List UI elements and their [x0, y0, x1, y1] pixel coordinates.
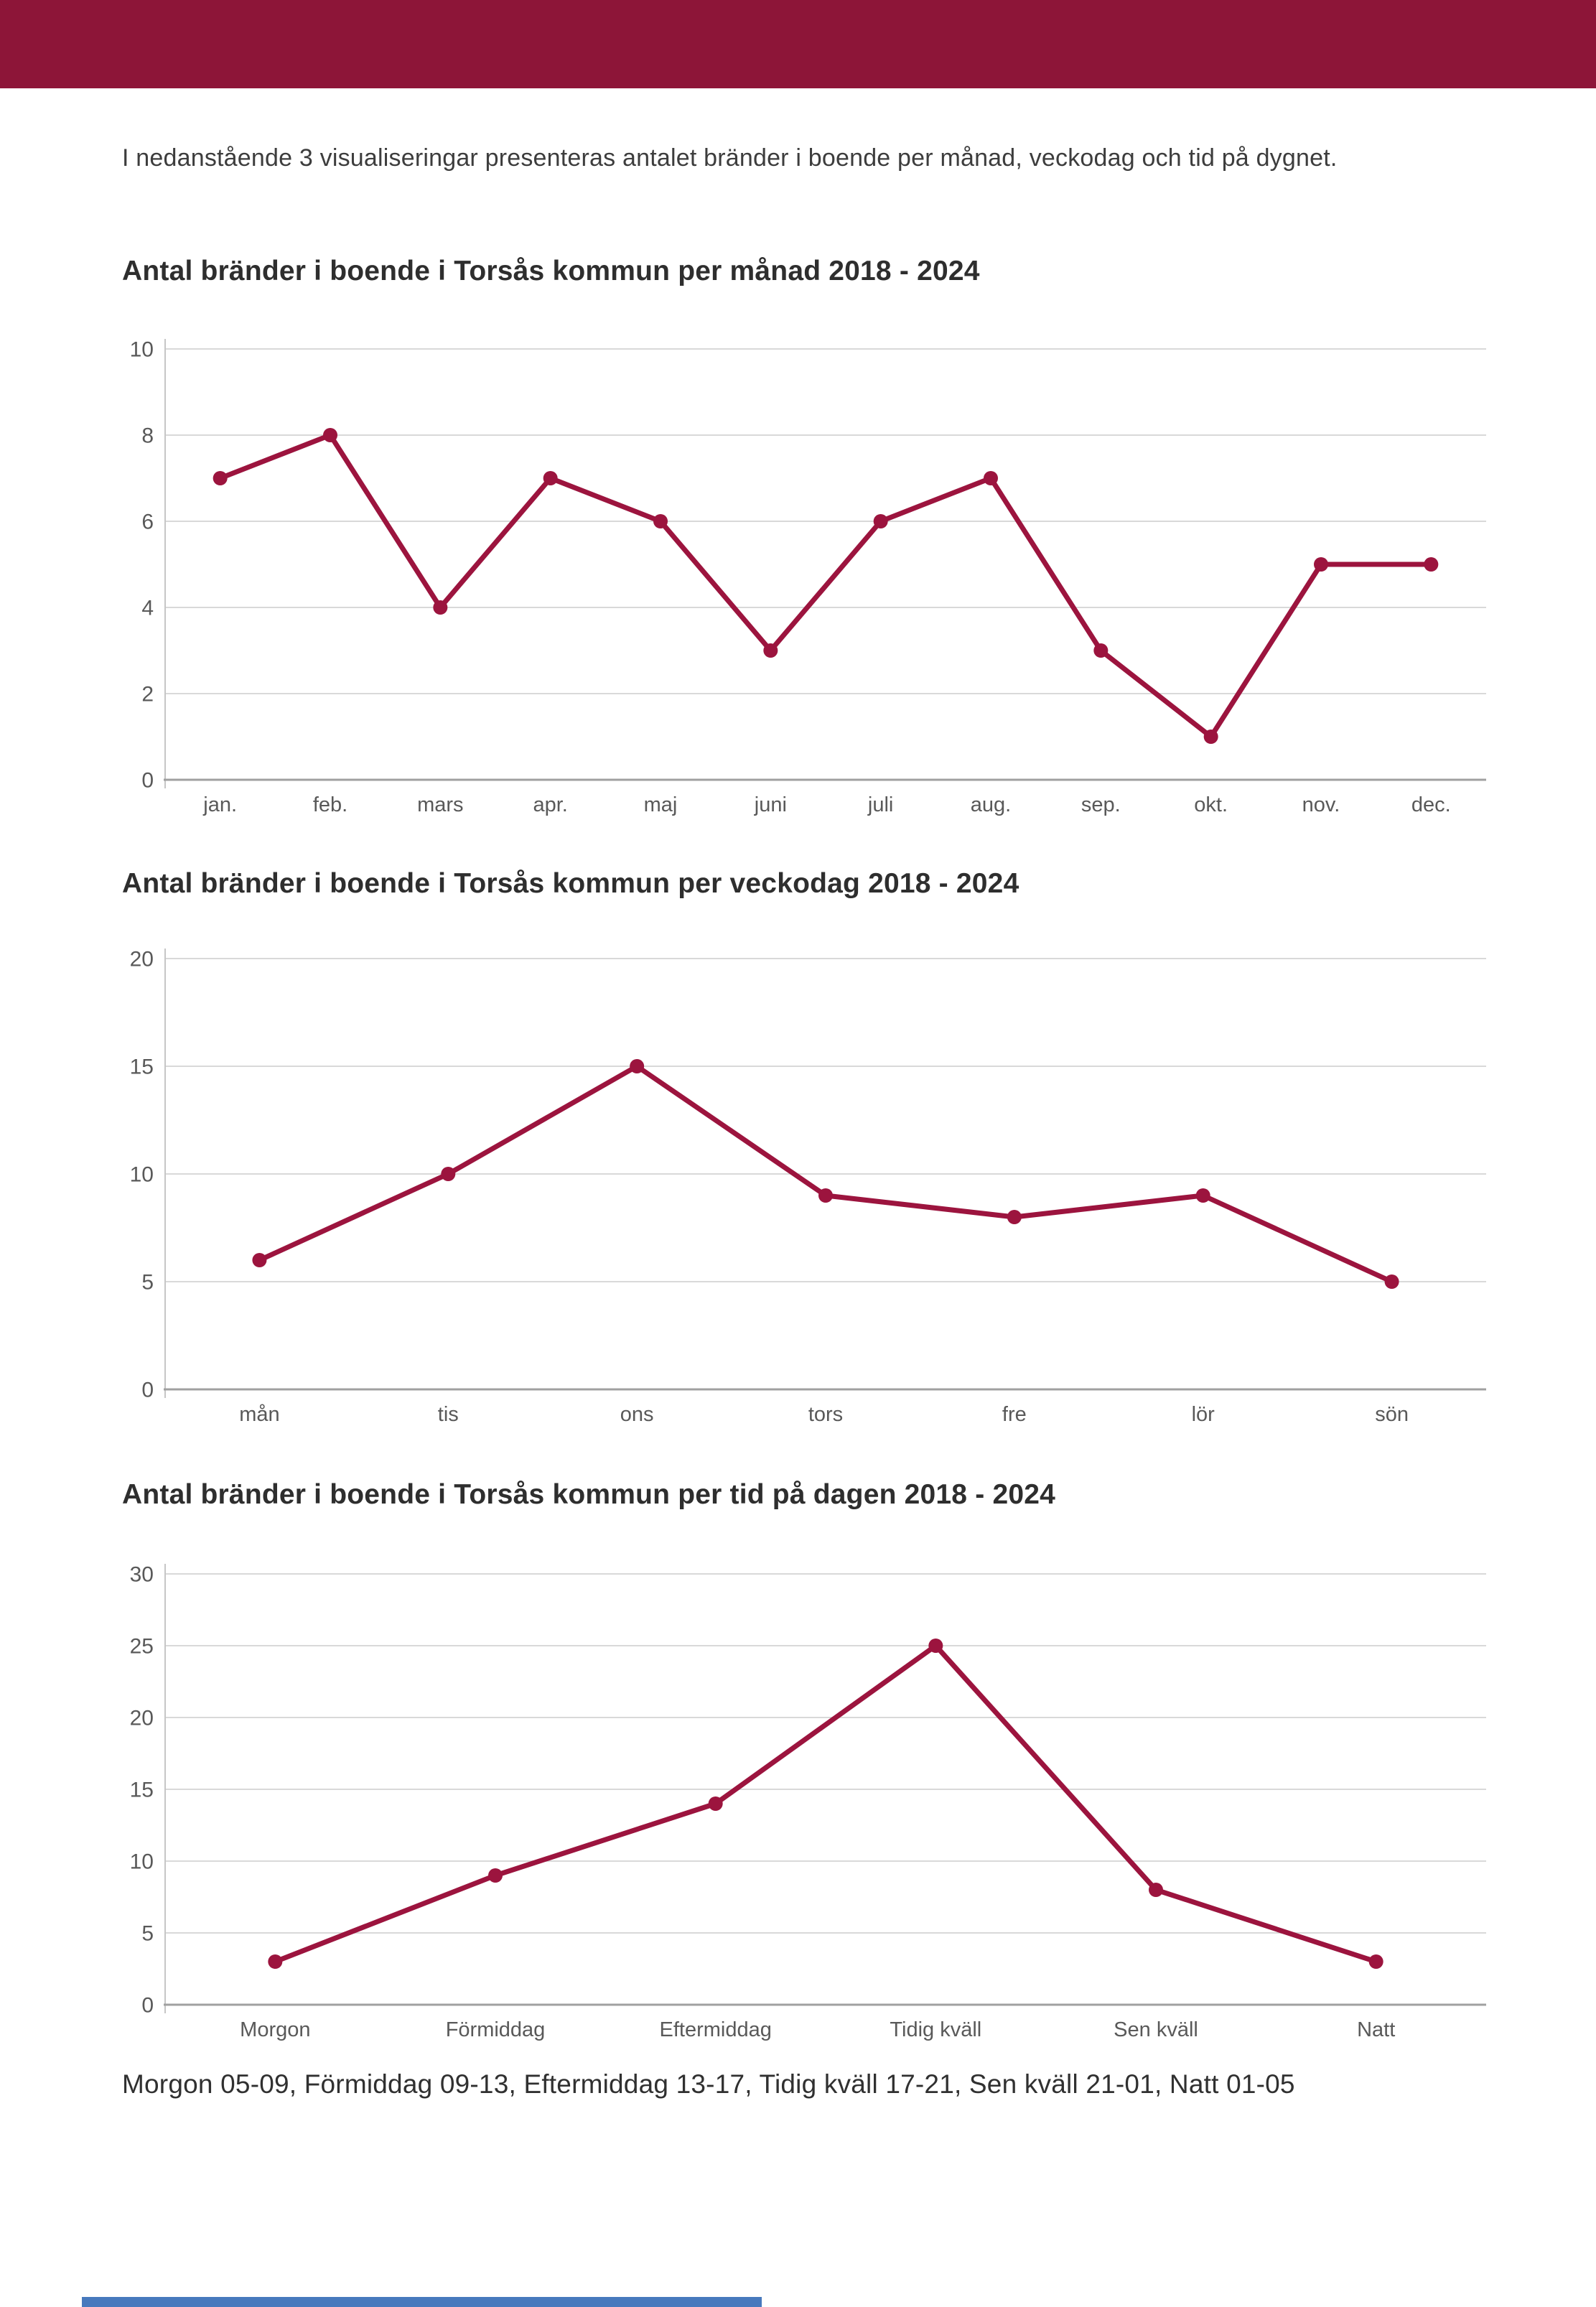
chart-title-timeofday: Antal bränder i boende i Torsås kommun p…	[122, 1478, 1056, 1510]
data-point	[1424, 556, 1439, 572]
x-category-label: lör	[1192, 1403, 1215, 1426]
header-bar	[0, 0, 1596, 88]
x-category-label: feb.	[313, 793, 347, 816]
data-line	[272, 1643, 1379, 1965]
x-category-label: Natt	[1357, 2018, 1395, 2041]
x-category-label: juli	[867, 793, 893, 816]
y-tick-label: 10	[130, 337, 154, 361]
y-tick-label: 2	[141, 682, 154, 706]
y-tick-label: 15	[130, 1779, 154, 1802]
data-point	[873, 513, 888, 528]
data-point	[928, 1639, 943, 1654]
chart-title-weekday: Antal bränder i boende i Torsås kommun p…	[122, 867, 1019, 899]
y-tick-label: 8	[141, 424, 154, 447]
x-category-label: ons	[620, 1403, 654, 1426]
x-category-label: Sen kväll	[1114, 2018, 1198, 2041]
intro-text: I nedanstående 3 visualiseringar present…	[122, 144, 1338, 172]
weekday-line-chart: 0 5 10 15 20 mån tis ons tors fre lör sön	[122, 941, 1493, 1443]
x-category-label: Förmiddag	[446, 2018, 546, 2041]
data-point	[763, 643, 778, 658]
data-point	[984, 470, 998, 485]
chart-section-weekday: Antal bränder i boende i Torsås kommun p…	[122, 868, 1503, 1443]
x-category-label: aug.	[971, 793, 1011, 816]
x-category-label: Eftermiddag	[659, 2018, 771, 2041]
x-category-label: Morgon	[240, 2018, 310, 2041]
y-tick-label: 25	[130, 1635, 154, 1659]
data-point	[1384, 1274, 1399, 1289]
y-tick-label: 20	[130, 947, 154, 971]
x-category-label: okt.	[1194, 793, 1228, 816]
x-category-label: apr.	[533, 793, 567, 816]
x-category-label: Tidig kväll	[890, 2018, 981, 2041]
data-point	[1007, 1209, 1022, 1224]
data-point	[268, 1954, 283, 1970]
data-point	[323, 427, 337, 442]
chart-section-month: Antal bränder i boende i Torsås kommun p…	[122, 256, 1503, 834]
timeofday-line-chart: 0 5 10 15 20 25 30 Morgon Förmiddag Eftermiddag Ti…	[122, 1556, 1493, 2059]
x-category-label: mån	[239, 1403, 279, 1426]
footer-accent-bar	[82, 2297, 762, 2307]
time-ranges-note: Morgon 05-09, Förmiddag 09-13, Eftermidd…	[122, 2069, 1295, 2099]
data-point	[818, 1188, 833, 1203]
line-chart-svg: 0 2 4 6 8 10 jan. feb. mars apr. maj juni juli aug. se…	[130, 337, 1486, 816]
data-point	[1314, 556, 1328, 572]
y-tick-label: 0	[141, 768, 154, 792]
data-point	[433, 600, 448, 615]
y-tick-label: 0	[141, 1378, 154, 1402]
x-category-label: nov.	[1302, 793, 1340, 816]
x-category-label: sön	[1375, 1403, 1409, 1426]
x-category-label: maj	[644, 793, 678, 816]
line-chart-svg: 0 5 10 15 20 mån tis ons tors fre lör sön	[130, 947, 1486, 1426]
data-point	[708, 1796, 723, 1812]
x-category-label: tis	[438, 1403, 459, 1426]
y-tick-label: 15	[130, 1055, 154, 1078]
data-point	[543, 470, 558, 485]
y-tick-label: 5	[141, 1922, 154, 1946]
data-point	[213, 470, 228, 485]
data-point	[488, 1868, 503, 1883]
x-category-label: fre	[1002, 1403, 1027, 1426]
x-category-label: tors	[808, 1403, 843, 1426]
page-content: I nedanstående 3 visualiseringar present…	[0, 142, 1596, 2099]
y-tick-label: 5	[141, 1270, 154, 1294]
y-tick-label: 10	[130, 1162, 154, 1186]
chart-title-month: Antal bränder i boende i Torsås kommun p…	[122, 255, 980, 286]
line-chart-svg: 0 5 10 15 20 25 30 Morgon Förmiddag Eftermiddag Ti…	[130, 1563, 1486, 2041]
y-tick-label: 30	[130, 1563, 154, 1587]
x-category-label: juni	[754, 793, 787, 816]
month-line-chart: 0 2 4 6 8 10 jan. feb. mars apr. maj juni juli aug. se…	[122, 331, 1493, 834]
data-point	[441, 1166, 456, 1181]
y-tick-label: 20	[130, 1707, 154, 1730]
chart-section-timeofday: Antal bränder i boende i Torsås kommun p…	[122, 1479, 1503, 2059]
x-category-label: jan.	[202, 793, 237, 816]
x-category-label: mars	[417, 793, 463, 816]
data-point	[252, 1252, 267, 1267]
data-line	[218, 432, 1434, 740]
data-point	[653, 513, 668, 528]
y-tick-label: 10	[130, 1850, 154, 1874]
data-point	[1203, 729, 1218, 744]
x-category-label: dec.	[1411, 793, 1451, 816]
data-point	[1093, 643, 1109, 658]
data-point	[1368, 1954, 1383, 1970]
data-point	[1149, 1883, 1163, 1898]
data-point	[1195, 1188, 1210, 1203]
y-tick-label: 6	[141, 510, 154, 533]
y-tick-label: 4	[141, 596, 154, 620]
y-tick-label: 0	[141, 1994, 154, 2018]
x-category-label: sep.	[1081, 793, 1121, 816]
data-point	[630, 1058, 645, 1073]
